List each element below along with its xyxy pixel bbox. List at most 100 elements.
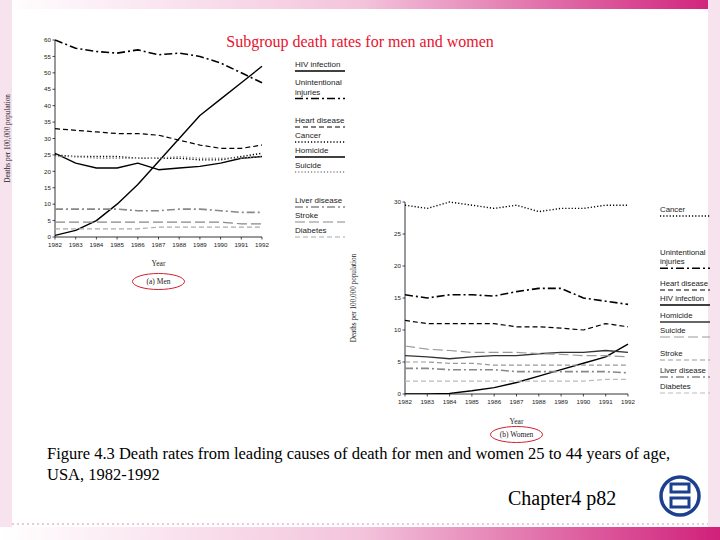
series-line <box>405 346 628 357</box>
legend-label-line: Unintentional <box>295 78 342 87</box>
chart-title: (a) Men <box>147 277 171 286</box>
legend-swatch <box>660 321 710 322</box>
x-tick <box>96 237 97 240</box>
legend-swatch <box>660 304 710 305</box>
x-tick-label: 1986 <box>131 241 145 248</box>
legend-swatch <box>660 215 710 216</box>
legend-label-line: Heart disease <box>660 279 708 288</box>
y-tick-label: 25 <box>44 151 51 158</box>
x-tick-label: 1986 <box>487 398 501 405</box>
plot-area <box>55 40 262 235</box>
legend-label: Homicide <box>295 146 329 155</box>
x-tick <box>158 237 159 240</box>
y-tick <box>403 394 406 395</box>
y-tick <box>403 330 406 331</box>
legend-swatch <box>660 267 710 269</box>
x-tick-label: 1988 <box>532 398 546 405</box>
legend-swatch <box>660 376 710 378</box>
legend-label-line: injuries <box>660 257 685 266</box>
series-line <box>405 202 628 212</box>
legend-swatch <box>660 336 710 337</box>
series-line <box>55 157 262 159</box>
logo <box>661 477 699 515</box>
y-axis-label: Deaths per 100,000 population <box>350 253 358 342</box>
y-tick <box>53 171 56 172</box>
legend-label-line: Suicide <box>295 161 322 170</box>
x-tick <box>262 237 263 240</box>
legend-label-line: Diabetes <box>660 382 691 391</box>
legend-label-line: HIV infection <box>295 60 340 69</box>
legend-swatch <box>295 70 345 71</box>
series-line <box>55 209 262 212</box>
y-tick-label: 15 <box>44 184 51 191</box>
bottom-rule <box>12 524 708 525</box>
y-tick <box>53 40 56 41</box>
series-line <box>55 153 262 160</box>
legend-label: Stroke <box>295 211 319 220</box>
legend-label-line: Cancer <box>660 205 686 214</box>
legend-label: Unintentionalinjuries <box>660 248 706 266</box>
y-tick <box>403 362 406 363</box>
left-band <box>0 0 12 540</box>
y-tick-label: 60 <box>44 36 51 43</box>
legend-swatch <box>295 141 345 142</box>
legend-label-line: Stroke <box>295 211 319 220</box>
y-tick-label: 5 <box>398 358 402 365</box>
logo-shape <box>671 498 689 507</box>
series-line <box>55 129 262 149</box>
x-tick <box>427 394 428 397</box>
y-tick <box>403 234 406 235</box>
legend-swatch <box>295 221 345 222</box>
x-tick <box>55 237 56 240</box>
x-tick-label: 1992 <box>621 398 635 405</box>
series-line <box>405 368 628 372</box>
x-tick <box>605 394 606 397</box>
x-tick <box>405 394 406 397</box>
legend-swatch <box>295 98 345 100</box>
x-tick-label: 1990 <box>577 398 591 405</box>
y-tick <box>53 122 56 123</box>
x-tick-label: 1984 <box>90 241 104 248</box>
y-tick-label: 20 <box>394 262 401 269</box>
x-tick-label: 1983 <box>69 241 83 248</box>
chart-title: (b) Women <box>500 430 534 439</box>
x-tick <box>494 394 495 397</box>
y-tick-label: 55 <box>44 53 51 60</box>
legend-swatch <box>295 126 345 127</box>
chart: 0510152025301982198319841985198619871988… <box>350 198 710 442</box>
x-tick-label: 1988 <box>172 241 186 248</box>
legend-label: Liver disease <box>660 366 706 375</box>
series-line <box>405 379 628 381</box>
x-tick-label: 1991 <box>599 398 613 405</box>
series-line <box>405 344 628 394</box>
x-tick <box>137 237 138 240</box>
x-tick-label: 1983 <box>420 398 434 405</box>
legend-label-line: Liver disease <box>295 196 343 205</box>
x-tick <box>471 394 472 397</box>
legend-swatch <box>660 392 710 393</box>
series-line <box>405 288 628 304</box>
figure-caption: Figure 4.3 Death rates from leading caus… <box>47 443 697 485</box>
legend-label: Cancer <box>660 205 686 214</box>
series-line <box>55 153 262 169</box>
x-tick-label: 1990 <box>214 241 228 248</box>
x-tick <box>516 394 517 397</box>
y-tick <box>53 56 56 57</box>
x-axis-label: Year <box>152 259 166 268</box>
legend-label: Homicide <box>660 311 693 320</box>
legend-label: Diabetes <box>660 382 691 391</box>
highlight-ellipse <box>133 274 185 290</box>
legend-label-line: injuries <box>295 88 320 97</box>
x-tick-label: 1982 <box>48 241 62 248</box>
series-line <box>55 222 262 224</box>
highlight-ellipse <box>491 427 543 443</box>
y-tick-label: 35 <box>44 118 51 125</box>
legend-label-line: Homicide <box>295 146 329 155</box>
legend-label: Diabetes <box>295 226 327 235</box>
x-tick <box>75 237 76 240</box>
bottom-band <box>0 527 720 540</box>
y-tick-label: 10 <box>394 326 401 333</box>
legend-label-line: Liver disease <box>660 366 706 375</box>
x-tick <box>199 237 200 240</box>
y-tick <box>53 237 56 238</box>
